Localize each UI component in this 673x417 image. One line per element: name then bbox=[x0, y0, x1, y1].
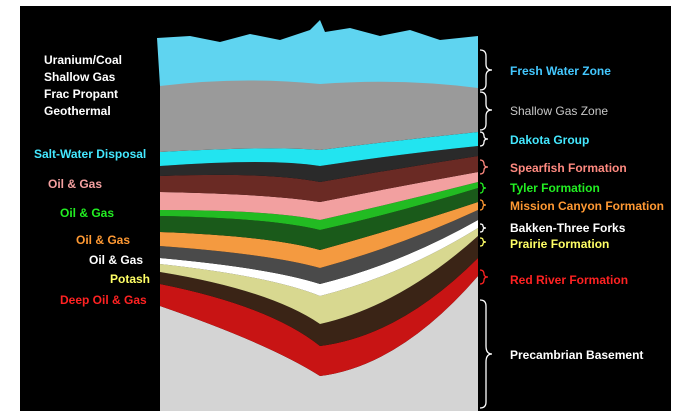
formation-fresh-water-zone: Fresh Water Zone bbox=[510, 64, 611, 78]
use-label: Frac Propant bbox=[44, 87, 119, 101]
layer-mission-canyon bbox=[160, 202, 478, 268]
layer-red-river bbox=[160, 258, 478, 376]
use-label: Uranium/Coal bbox=[44, 53, 123, 67]
formation-precambrian-basement: Precambrian Basement bbox=[510, 348, 644, 362]
formation-dakota-group: Dakota Group bbox=[510, 133, 590, 147]
use-label: Geothermal bbox=[44, 104, 111, 118]
use-oil-gas-mission-canyon: Oil & Gas bbox=[76, 233, 131, 247]
brace-mission-canyon bbox=[479, 199, 487, 211]
use-potash: Potash bbox=[110, 272, 151, 286]
use-deep-oil-gas: Deep Oil & Gas bbox=[60, 293, 147, 307]
layer-spearfish bbox=[160, 156, 478, 202]
strata-cross-section bbox=[157, 20, 493, 411]
brace-dakota bbox=[479, 131, 489, 147]
layer-tyler bbox=[160, 182, 478, 230]
uses-shallow-list: Uranium/Coal Shallow Gas Frac Propant Ge… bbox=[44, 52, 122, 120]
use-oil-gas-spearfish: Oil & Gas bbox=[48, 177, 103, 191]
use-salt-water-disposal: Salt-Water Disposal bbox=[34, 147, 147, 161]
formation-shallow-gas-zone: Shallow Gas Zone bbox=[510, 104, 609, 118]
brace-fresh-water bbox=[479, 49, 493, 91]
use-oil-gas-bakken: Oil & Gas bbox=[89, 253, 144, 267]
formation-prairie: Prairie Formation bbox=[510, 237, 610, 251]
formation-spearfish: Spearfish Formation bbox=[510, 161, 627, 175]
formation-tyler: Tyler Formation bbox=[510, 181, 600, 195]
use-oil-gas-tyler: Oil & Gas bbox=[60, 206, 115, 220]
brace-bakken bbox=[479, 223, 487, 233]
layer-grey-interval bbox=[160, 210, 478, 284]
formation-mission-canyon: Mission Canyon Formation bbox=[510, 199, 665, 213]
formation-bakken-three-forks: Bakken-Three Forks bbox=[510, 221, 626, 235]
layer-shallow-gas bbox=[160, 68, 478, 152]
use-label: Shallow Gas bbox=[44, 70, 116, 84]
brace-tyler bbox=[479, 182, 487, 194]
brace-prairie bbox=[479, 237, 487, 247]
formation-red-river: Red River Formation bbox=[510, 273, 629, 287]
layer-dark-gap bbox=[160, 146, 478, 182]
layer-dark-interval bbox=[160, 236, 478, 346]
layer-dakota bbox=[160, 132, 478, 166]
layer-bakken bbox=[160, 220, 478, 296]
layer-prairie bbox=[160, 228, 478, 324]
layer-pink-interval bbox=[160, 172, 478, 220]
brace-spearfish bbox=[479, 159, 489, 175]
brace-red-river bbox=[479, 269, 489, 285]
stratigraphy-figure: Uranium/Coal Shallow Gas Frac Propant Ge… bbox=[20, 6, 671, 411]
layer-fresh-water bbox=[157, 20, 478, 88]
brace-shallow-gas bbox=[479, 91, 493, 131]
brace-precambrian bbox=[479, 299, 493, 409]
layer-precambrian-basement bbox=[160, 276, 478, 411]
layer-green-interval bbox=[160, 188, 478, 250]
